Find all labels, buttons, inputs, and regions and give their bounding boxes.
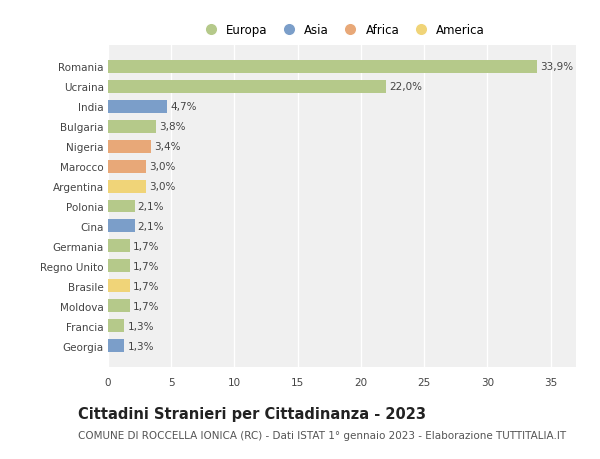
Text: 1,3%: 1,3%: [128, 321, 154, 331]
Text: 1,7%: 1,7%: [133, 261, 159, 271]
Text: 3,4%: 3,4%: [154, 142, 181, 152]
Bar: [108, 240, 130, 253]
Text: 2,1%: 2,1%: [138, 222, 164, 231]
Bar: [108, 260, 130, 273]
Bar: [108, 280, 130, 293]
Text: 4,7%: 4,7%: [170, 102, 197, 112]
Bar: [108, 220, 134, 233]
Bar: [108, 140, 151, 153]
Text: Cittadini Stranieri per Cittadinanza - 2023: Cittadini Stranieri per Cittadinanza - 2…: [78, 406, 426, 421]
Text: COMUNE DI ROCCELLA IONICA (RC) - Dati ISTAT 1° gennaio 2023 - Elaborazione TUTTI: COMUNE DI ROCCELLA IONICA (RC) - Dati IS…: [78, 430, 566, 440]
Text: 33,9%: 33,9%: [540, 62, 573, 72]
Text: 1,7%: 1,7%: [133, 281, 159, 291]
Text: 3,0%: 3,0%: [149, 182, 175, 191]
Bar: [108, 101, 167, 113]
Text: 3,8%: 3,8%: [159, 122, 186, 132]
Text: 1,7%: 1,7%: [133, 301, 159, 311]
Text: 22,0%: 22,0%: [389, 82, 422, 92]
Text: 3,0%: 3,0%: [149, 162, 175, 172]
Bar: [108, 200, 134, 213]
Bar: [108, 340, 124, 353]
Bar: [108, 61, 537, 73]
Bar: [108, 180, 146, 193]
Bar: [108, 300, 130, 313]
Text: 2,1%: 2,1%: [138, 202, 164, 212]
Text: 1,7%: 1,7%: [133, 241, 159, 252]
Bar: [108, 320, 124, 333]
Legend: Europa, Asia, Africa, America: Europa, Asia, Africa, America: [194, 20, 490, 42]
Bar: [108, 80, 386, 93]
Bar: [108, 160, 146, 173]
Text: 1,3%: 1,3%: [128, 341, 154, 351]
Bar: [108, 120, 156, 133]
